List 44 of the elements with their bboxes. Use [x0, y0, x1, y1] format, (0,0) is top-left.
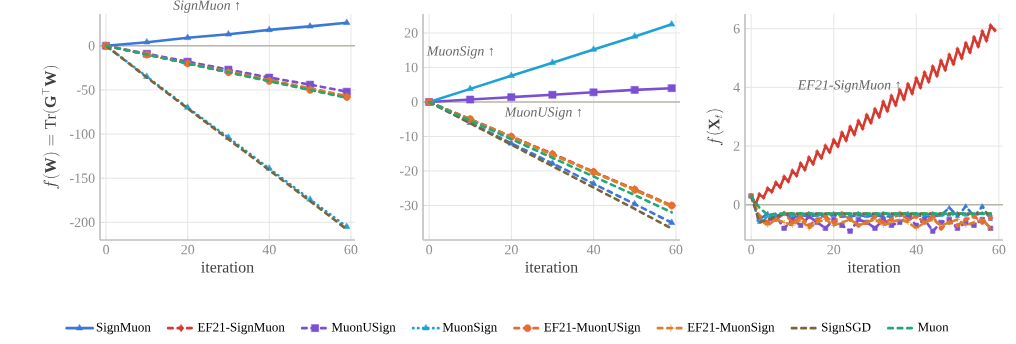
x-tick-label: 0 — [103, 244, 110, 255]
y-tick-label: 2 — [733, 141, 740, 151]
y-tick-label: 0 — [411, 97, 418, 107]
x-axis-title: iteration — [847, 261, 901, 273]
y-tick-label: 0 — [733, 200, 740, 210]
annotation: MuonSign ↑ — [426, 46, 493, 59]
x-axis-title: iteration — [201, 261, 254, 273]
y-tick-label: 4 — [733, 82, 740, 92]
x-tick-label: 60 — [344, 244, 358, 255]
x-tick-label: 60 — [669, 244, 683, 255]
x-tick-label: 40 — [586, 244, 601, 255]
annotation: EF21-SignMuon ↑ — [797, 80, 900, 93]
y-tick-label: 0 — [88, 41, 95, 51]
text: SignMuon ↑ — [173, 0, 240, 13]
legend-label: EF21-SignMuon — [197, 322, 285, 335]
y-tick-label: 6 — [733, 23, 740, 34]
x-tick-label: 0 — [748, 244, 755, 255]
x-tick-label: 0 — [426, 244, 433, 255]
legend-label: SignSGD — [822, 322, 871, 335]
x-tick-label: 60 — [992, 244, 1006, 255]
y-axis-title: $f(\mathbf{W}) = \mathrm{Tr}(\mathbf{G}^\top \mathbf{W})$ — [42, 66, 60, 189]
y-tick-label: -10 — [399, 131, 418, 142]
y-tick-label: -200 — [69, 217, 95, 228]
legend-label: EF21-MuonUSign — [544, 322, 641, 335]
y-tick-label: -150 — [69, 173, 95, 183]
x-tick-label: 20 — [181, 244, 195, 255]
x-axis-title: iteration — [525, 261, 578, 273]
y-axis-title: $f(\mathbf{X}_t)$ — [706, 109, 724, 146]
y-tick-label: 10 — [405, 62, 418, 73]
legend-label: MuonSign — [442, 322, 497, 335]
x-tick-label: 40 — [262, 244, 276, 255]
x-tick-label: 20 — [827, 244, 841, 255]
y-tick-label: 20 — [404, 28, 418, 38]
y-tick-label: -100 — [69, 129, 95, 139]
x-tick-label: 40 — [909, 244, 923, 255]
legend-label: Muon — [917, 322, 949, 332]
y-tick-label: -30 — [399, 200, 418, 211]
legend-label: SignMuon — [96, 322, 151, 335]
y-tick-label: -50 — [76, 85, 95, 95]
annotation: MuonUSign ↑ — [504, 107, 581, 120]
y-tick-label: -20 — [399, 166, 418, 176]
legend-label: EF21-MuonSign — [687, 322, 775, 335]
legend-label: MuonUSign — [331, 322, 396, 335]
x-tick-label: 20 — [505, 244, 518, 255]
